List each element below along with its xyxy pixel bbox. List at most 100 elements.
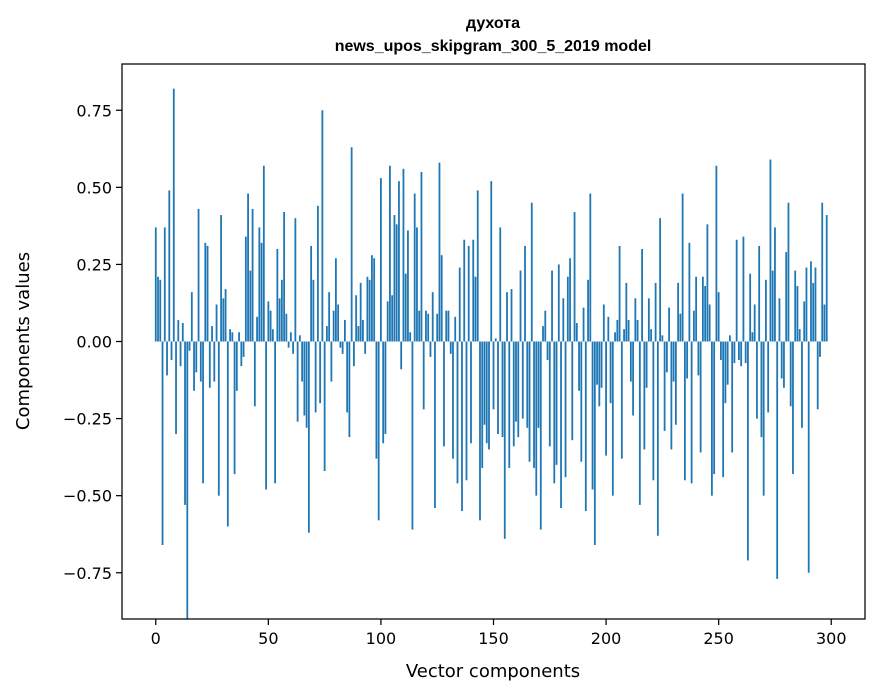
bar <box>816 341 819 410</box>
bar <box>226 341 229 527</box>
bar <box>371 255 373 342</box>
bar <box>346 341 349 413</box>
bar <box>546 341 549 360</box>
bar <box>332 310 335 342</box>
bar <box>195 341 198 373</box>
bar <box>503 341 506 539</box>
bar <box>501 341 504 438</box>
bar <box>427 313 430 342</box>
bar <box>544 310 547 342</box>
bar <box>528 341 531 462</box>
bar <box>726 341 729 385</box>
bar <box>605 341 607 456</box>
bar <box>472 239 475 342</box>
bar <box>542 326 544 342</box>
y-tick-label: −0.75 <box>63 564 112 583</box>
y-tick-label: −0.50 <box>63 487 112 506</box>
bar <box>431 292 434 342</box>
bar <box>643 341 646 450</box>
bar <box>760 341 763 438</box>
chart-title: духота <box>466 15 520 32</box>
bar <box>738 341 740 360</box>
bar <box>663 341 666 431</box>
bar <box>578 341 580 391</box>
bar <box>731 341 734 453</box>
bar <box>325 326 328 342</box>
bar <box>443 341 445 447</box>
bar <box>235 341 238 391</box>
plot-frame <box>121 63 866 620</box>
bar <box>792 341 794 475</box>
bar <box>276 249 279 342</box>
bar <box>796 286 799 342</box>
bar <box>416 227 418 342</box>
bar <box>244 236 247 342</box>
bar <box>515 341 517 422</box>
bar <box>483 341 486 425</box>
bar <box>724 341 727 404</box>
bar <box>582 307 585 342</box>
bar <box>292 341 295 354</box>
bar <box>600 341 603 388</box>
bar <box>188 341 191 351</box>
bar <box>821 202 824 342</box>
bar <box>609 341 612 404</box>
bar <box>517 341 520 438</box>
bar <box>497 341 499 434</box>
bar <box>181 323 184 342</box>
bar <box>769 159 772 342</box>
bar <box>222 298 225 342</box>
bar <box>479 341 481 521</box>
bar <box>418 310 421 342</box>
bar <box>422 341 425 410</box>
bar <box>456 341 459 484</box>
bar <box>208 341 211 388</box>
bar <box>337 304 340 342</box>
bar <box>321 110 324 342</box>
bar <box>350 147 353 342</box>
bar <box>413 193 416 342</box>
bar <box>733 341 736 364</box>
bar <box>168 190 171 342</box>
bar <box>659 218 662 342</box>
bar <box>553 341 556 484</box>
bar <box>812 282 815 342</box>
bar <box>454 316 457 342</box>
bar <box>551 270 553 342</box>
bar <box>355 295 358 342</box>
bar <box>492 341 495 410</box>
bar <box>683 341 686 481</box>
bar <box>722 341 725 478</box>
bar <box>587 279 589 342</box>
bar <box>240 341 243 367</box>
bar <box>485 341 488 444</box>
bar <box>285 313 288 342</box>
bar <box>384 341 387 434</box>
bar <box>154 227 157 342</box>
bar <box>217 341 220 496</box>
bar <box>533 341 535 468</box>
bar <box>452 341 454 459</box>
bar <box>625 282 628 342</box>
bar <box>632 341 634 416</box>
bar <box>319 341 322 404</box>
bar <box>467 245 470 342</box>
bar <box>391 295 394 342</box>
y-tick-label: 0.25 <box>76 255 112 274</box>
bar <box>364 341 367 354</box>
bar <box>521 341 524 419</box>
bar <box>742 236 745 342</box>
bar <box>530 202 533 342</box>
bar <box>215 304 218 342</box>
bar <box>163 227 166 342</box>
bar <box>184 341 186 505</box>
bar <box>794 270 797 342</box>
bar <box>429 341 432 357</box>
bar <box>287 341 290 348</box>
bar <box>170 341 173 360</box>
bar <box>753 304 756 342</box>
bar <box>402 168 405 342</box>
bar <box>508 341 511 468</box>
bar <box>251 208 254 342</box>
